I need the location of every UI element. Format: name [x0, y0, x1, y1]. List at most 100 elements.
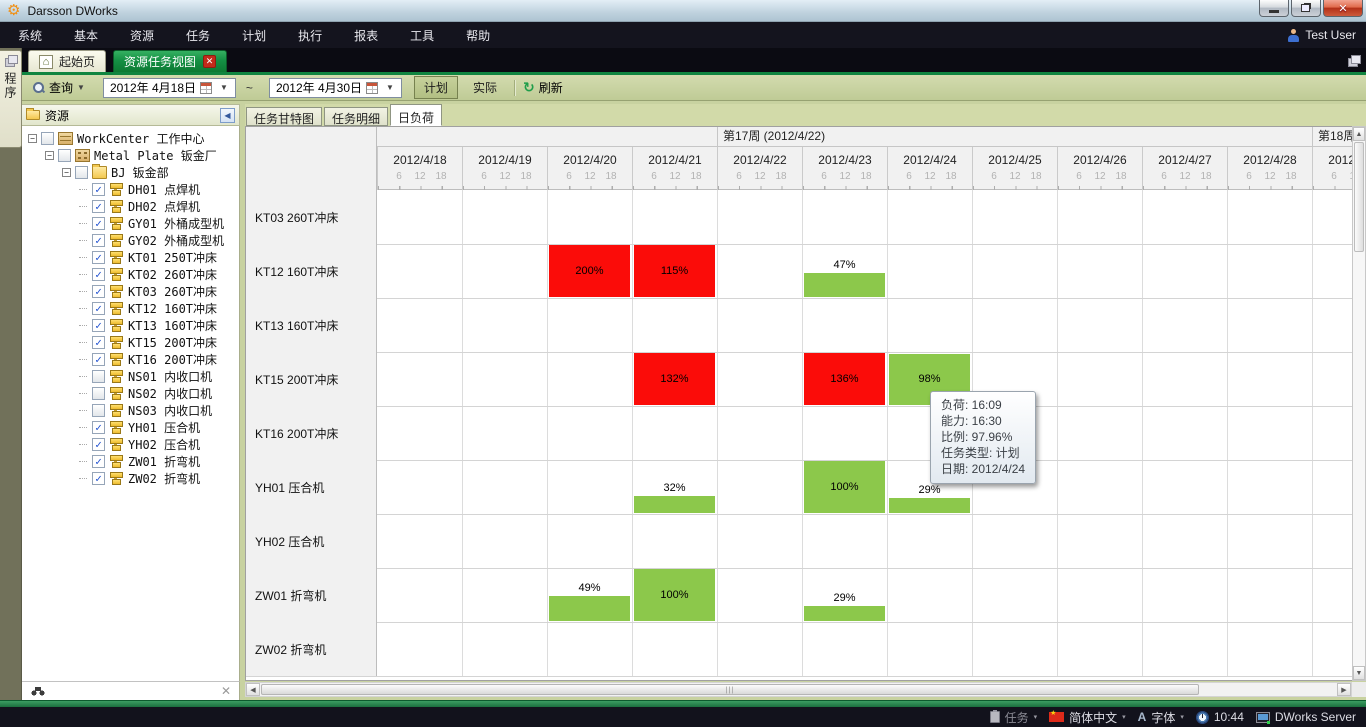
tree-item[interactable]: ✓ GY01 外桶成型机	[22, 215, 239, 232]
sidebar-collapse-button[interactable]: ◀	[220, 107, 235, 123]
scroll-down-icon[interactable]: ▼	[1353, 666, 1365, 680]
checkbox[interactable]: ✓	[92, 438, 105, 451]
menu-item-5[interactable]: 执行	[298, 28, 323, 43]
chevron-down-icon[interactable]: ▾	[1180, 714, 1184, 721]
load-bar[interactable]	[804, 353, 885, 405]
tree-item[interactable]: ✓ YH02 压合机	[22, 436, 239, 453]
menu-item-0[interactable]: 系统	[18, 28, 43, 43]
menu-item-8[interactable]: 帮助	[466, 28, 491, 43]
checkbox[interactable]: ✓	[92, 183, 105, 196]
load-bar[interactable]	[634, 353, 715, 405]
checkbox[interactable]: ✓	[92, 217, 105, 230]
load-bar[interactable]	[804, 606, 885, 621]
horizontal-scrollbar-thumb[interactable]: |||	[261, 684, 1199, 695]
chevron-down-icon[interactable]: ▾	[1122, 714, 1126, 721]
tree-item[interactable]: − Metal Plate 钣金厂	[22, 147, 239, 164]
tree-item[interactable]: ✓ KT03 260T冲床	[22, 283, 239, 300]
menu-item-3[interactable]: 任务	[186, 28, 211, 43]
checkbox[interactable]: ✓	[92, 200, 105, 213]
tab-gantt[interactable]: 任务甘特图	[246, 107, 323, 126]
program-panel-tab[interactable]: 程序	[0, 50, 22, 148]
tree-item[interactable]: ✓ YH01 压合机	[22, 419, 239, 436]
tree-item[interactable]: ✓ ZW02 折弯机	[22, 470, 239, 487]
tree-item[interactable]: NS02 内收口机	[22, 385, 239, 402]
scroll-up-icon[interactable]: ▲	[1353, 127, 1365, 141]
load-bar[interactable]	[549, 596, 630, 621]
load-bar[interactable]	[634, 496, 715, 513]
load-bar[interactable]	[634, 245, 715, 297]
menu-item-1[interactable]: 基本	[74, 28, 99, 43]
chevron-down-icon[interactable]: ▼	[220, 83, 228, 92]
checkbox[interactable]: ✓	[92, 455, 105, 468]
tree-item[interactable]: ✓ KT12 160T冲床	[22, 300, 239, 317]
window-list-icon[interactable]	[1348, 55, 1361, 67]
checkbox[interactable]: ✓	[92, 302, 105, 315]
load-bar[interactable]	[804, 461, 885, 513]
tab-task-detail[interactable]: 任务明细	[324, 107, 389, 126]
checkbox[interactable]	[75, 166, 88, 179]
tab-resource-task-view[interactable]: 资源任务视图 ✕	[113, 50, 228, 72]
checkbox[interactable]: ✓	[92, 234, 105, 247]
menu-item-7[interactable]: 工具	[410, 28, 435, 43]
actual-button[interactable]: 实际	[472, 81, 497, 95]
tree-item[interactable]: ✓ KT02 260T冲床	[22, 266, 239, 283]
checkbox[interactable]: ✓	[92, 336, 105, 349]
refresh-button[interactable]: 刷新	[538, 81, 563, 95]
menu-item-4[interactable]: 计划	[242, 28, 267, 43]
find-icon[interactable]	[30, 686, 46, 697]
menu-item-2[interactable]: 资源	[130, 28, 155, 43]
checkbox[interactable]: ✓	[92, 285, 105, 298]
tree-item[interactable]: ✓ GY02 外桶成型机	[22, 232, 239, 249]
load-bar[interactable]	[804, 273, 885, 297]
status-item-简体中文[interactable]: 简体中文 ▾	[1049, 709, 1126, 726]
checkbox[interactable]: ✓	[92, 353, 105, 366]
menu-item-6[interactable]: 报表	[354, 28, 379, 43]
date-to-picker[interactable]: 2012年 4月30日 ▼	[268, 77, 402, 98]
checkbox[interactable]	[92, 387, 105, 400]
date-from-picker[interactable]: 2012年 4月18日 ▼	[102, 77, 236, 98]
tree-item[interactable]: ✓ KT13 160T冲床	[22, 317, 239, 334]
sidebar-close-icon[interactable]: ✕	[220, 684, 231, 698]
tree-item[interactable]: − WorkCenter 工作中心	[22, 130, 239, 147]
status-item-任务[interactable]: 任务 ▾	[989, 709, 1038, 726]
tab-daily-load[interactable]: 日负荷	[390, 104, 443, 126]
tree-item[interactable]: NS03 内收口机	[22, 402, 239, 419]
tree-item[interactable]: ✓ KT15 200T冲床	[22, 334, 239, 351]
user-box[interactable]: Test User	[1287, 22, 1356, 48]
tree-item[interactable]: − BJ 钣金部	[22, 164, 239, 181]
tree-item[interactable]: NS01 内收口机	[22, 368, 239, 385]
checkbox[interactable]: ✓	[92, 319, 105, 332]
tree-item[interactable]: ✓ ZW01 折弯机	[22, 453, 239, 470]
load-bar[interactable]	[889, 498, 970, 513]
tree-item[interactable]: ✓ DH01 点焊机	[22, 181, 239, 198]
vertical-scrollbar-thumb[interactable]	[1354, 142, 1364, 252]
checkbox[interactable]: ✓	[92, 472, 105, 485]
horizontal-scrollbar[interactable]: ◀ ||| ▶	[245, 682, 1352, 697]
checkbox[interactable]	[92, 370, 105, 383]
tab-home[interactable]: ⌂ 起始页	[28, 50, 107, 72]
tree-item[interactable]: ✓ DH02 点焊机	[22, 198, 239, 215]
chevron-down-icon[interactable]: ▾	[1033, 714, 1038, 721]
search-dropdown-icon[interactable]: ▼	[77, 83, 85, 92]
checkbox[interactable]	[58, 149, 71, 162]
close-button[interactable]: ✕	[1323, 0, 1363, 17]
collapse-icon[interactable]: −	[45, 151, 54, 160]
scroll-left-icon[interactable]: ◀	[246, 683, 260, 696]
load-bar[interactable]	[549, 245, 630, 297]
status-item-字体[interactable]: A 字体 ▾	[1138, 709, 1184, 726]
checkbox[interactable]: ✓	[92, 251, 105, 264]
collapse-icon[interactable]: −	[62, 168, 71, 177]
checkbox[interactable]	[92, 404, 105, 417]
collapse-icon[interactable]: −	[28, 134, 37, 143]
minimize-button[interactable]	[1259, 0, 1289, 17]
vertical-scrollbar[interactable]: ▲ ▼	[1352, 126, 1366, 681]
plan-button[interactable]: 计划	[413, 76, 458, 99]
search-button[interactable]: 查询	[49, 81, 74, 95]
tree-item[interactable]: ✓ KT01 250T冲床	[22, 249, 239, 266]
checkbox[interactable]	[41, 132, 54, 145]
tree-item[interactable]: ✓ KT16 200T冲床	[22, 351, 239, 368]
checkbox[interactable]: ✓	[92, 268, 105, 281]
scroll-right-icon[interactable]: ▶	[1337, 683, 1351, 696]
chevron-down-icon[interactable]: ▼	[386, 83, 394, 92]
tab-close-icon[interactable]: ✕	[203, 55, 217, 68]
